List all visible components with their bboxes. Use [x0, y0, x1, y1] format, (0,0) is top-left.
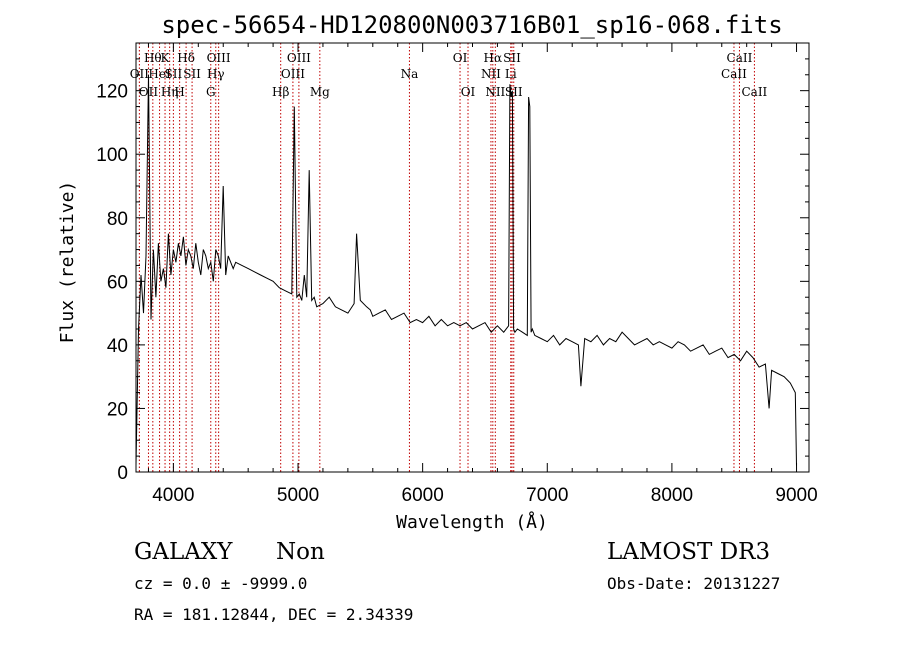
survey-name: LAMOST DR3 [607, 539, 770, 565]
y-axis-label: Flux (relative) [57, 181, 78, 344]
chart-title: spec-56654-HD120800N003716B01_sp16-068.f… [161, 11, 782, 39]
line-label-13: Hβ [272, 85, 289, 99]
line-label-6: SII [165, 67, 183, 81]
line-labels: OIIOIIHθHeIKHηSIIHHδSIIGHγOIIIHβOIIIOIII… [130, 51, 768, 99]
line-label-14: OIII [281, 67, 305, 81]
coordinates: RA = 181.12844, DEC = 2.34339 [134, 605, 413, 624]
line-label-15: OIII [287, 51, 311, 65]
redshift-info: cz = 0.0 ± -9999.0 [134, 574, 307, 593]
spectrum-line [135, 74, 797, 466]
line-label-11: Hγ [207, 67, 225, 81]
line-label-0: OII [130, 67, 150, 81]
line-markers [138, 43, 755, 472]
line-label-25: SII [505, 85, 523, 99]
object-class: GALAXY [134, 539, 233, 565]
line-label-10: G [206, 85, 216, 99]
line-label-7: H [174, 85, 184, 99]
y-tick-label: 100 [96, 145, 128, 166]
y-axis: 0 20 40 60 80 100 120 [96, 58, 809, 484]
x-tick-label: 5000 [277, 485, 319, 506]
x-tick-label: 8000 [651, 485, 693, 506]
obs-date: Obs-Date: 20131227 [607, 574, 780, 593]
line-label-8: Hδ [177, 51, 195, 65]
object-subclass: Non [276, 539, 325, 565]
line-label-22: NII [485, 85, 505, 99]
line-label-9: SII [183, 67, 201, 81]
line-label-18: OI [453, 51, 468, 65]
line-label-21: Hα [484, 51, 503, 65]
line-label-16: Mg [310, 85, 330, 99]
line-label-27: CaII [727, 51, 753, 65]
x-tick-label: 4000 [152, 485, 194, 506]
y-tick-label: 0 [117, 463, 128, 484]
line-label-26: CaII [721, 67, 747, 81]
line-label-3: HeI [148, 67, 171, 81]
x-tick-label: 7000 [526, 485, 568, 506]
y-tick-label: 40 [107, 336, 128, 357]
line-label-17: Na [401, 67, 419, 81]
line-label-2: Hθ [144, 51, 162, 65]
y-tick-label: 120 [96, 82, 128, 103]
line-label-24: Li [505, 67, 517, 81]
y-tick-label: 20 [107, 399, 128, 420]
line-label-28: CaII [741, 85, 767, 99]
y-tick-label: 60 [107, 272, 128, 293]
x-tick-label: 6000 [402, 485, 444, 506]
line-label-23: SII [503, 51, 521, 65]
line-label-5: Hη [161, 85, 179, 99]
line-label-4: K [161, 51, 171, 65]
x-axis: 4000 5000 6000 7000 8000 9000 [147, 43, 818, 506]
line-label-20: NII [481, 67, 501, 81]
line-label-12: OIII [207, 51, 231, 65]
y-tick-label: 80 [107, 209, 128, 230]
x-tick-label: 9000 [775, 485, 817, 506]
line-label-19: OI [461, 85, 476, 99]
plot-frame [135, 42, 810, 473]
x-axis-label: Wavelength (Å) [396, 511, 548, 533]
